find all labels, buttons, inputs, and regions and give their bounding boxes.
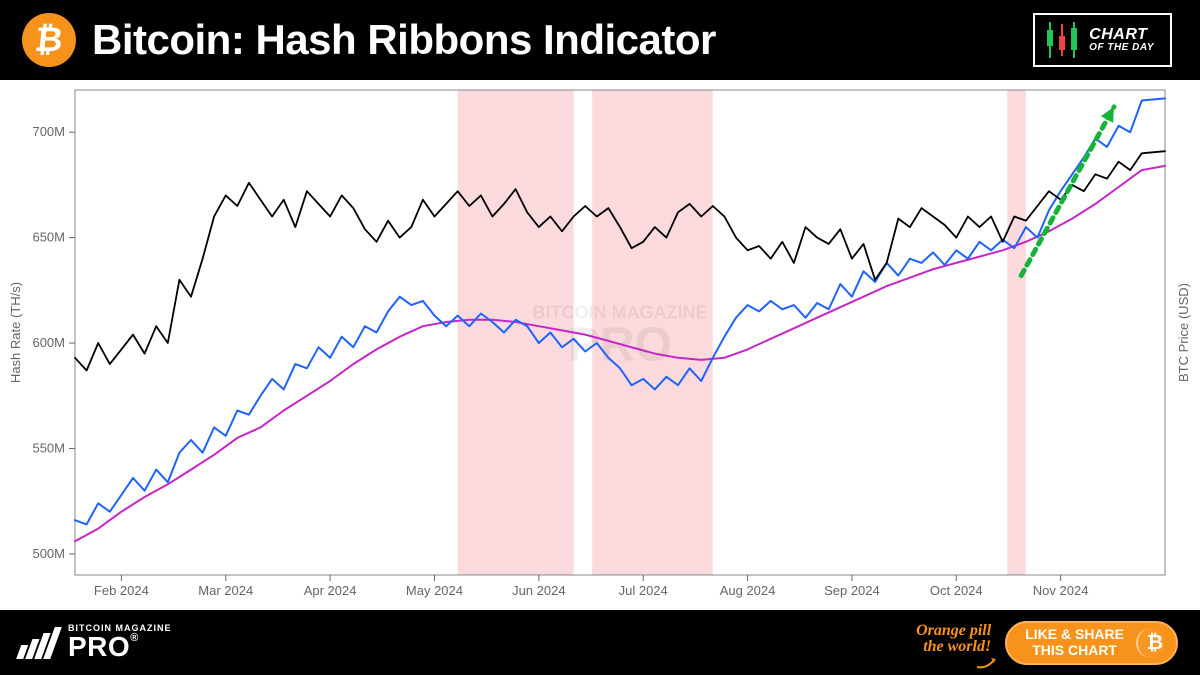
svg-text:Hash Rate (TH/s): Hash Rate (TH/s) [8,282,23,383]
footer-bar: BITCOIN MAGAZINE PRO® Orange pill the wo… [0,610,1200,675]
svg-text:650M: 650M [32,230,65,245]
bitcoin-logo-icon: ₿ [22,13,76,67]
svg-text:600M: 600M [32,335,65,350]
brand-logo: BITCOIN MAGAZINE PRO® [22,624,172,661]
cod-line1: CHART [1089,27,1154,43]
cta-line1: LIKE & SHARE [1025,627,1124,642]
svg-text:Oct 2024: Oct 2024 [930,583,983,598]
cod-line2: OF THE DAY [1089,43,1154,53]
brand-line2: PRO® [68,633,172,661]
header-bar: ₿ Bitcoin: Hash Ribbons Indicator CHART … [0,0,1200,80]
bitcoin-glyph: ₿ [33,21,65,60]
svg-text:Apr 2024: Apr 2024 [304,583,357,598]
chart-of-the-day-badge: CHART OF THE DAY [1033,13,1172,67]
bitcoin-icon: ₿ [1136,628,1166,658]
page-title: Bitcoin: Hash Ribbons Indicator [92,16,716,64]
cta-line2: THIS CHART [1025,643,1124,658]
svg-text:Feb 2024: Feb 2024 [94,583,149,598]
svg-text:700M: 700M [32,124,65,139]
like-share-button[interactable]: LIKE & SHARE THIS CHART ₿ [1005,621,1178,665]
svg-text:Jul 2024: Jul 2024 [619,583,668,598]
svg-text:BTC Price (USD): BTC Price (USD) [1176,283,1191,382]
orange-pill-tagline: Orange pill the world! [916,623,991,655]
candlestick-icon [1047,22,1077,58]
svg-text:500M: 500M [32,546,65,561]
chart-area: BITCOIN MAGAZINEPRO500M550M600M650M700MH… [0,80,1200,610]
svg-text:May 2024: May 2024 [406,583,463,598]
header-left: ₿ Bitcoin: Hash Ribbons Indicator [22,13,716,67]
svg-text:550M: 550M [32,440,65,455]
chart-svg: BITCOIN MAGAZINEPRO500M550M600M650M700MH… [0,80,1200,610]
svg-text:Aug 2024: Aug 2024 [720,583,776,598]
svg-text:Jun 2024: Jun 2024 [512,583,566,598]
svg-text:Nov 2024: Nov 2024 [1033,583,1089,598]
svg-text:Mar 2024: Mar 2024 [198,583,253,598]
pro-bars-icon [16,627,62,659]
svg-text:Sep 2024: Sep 2024 [824,583,880,598]
